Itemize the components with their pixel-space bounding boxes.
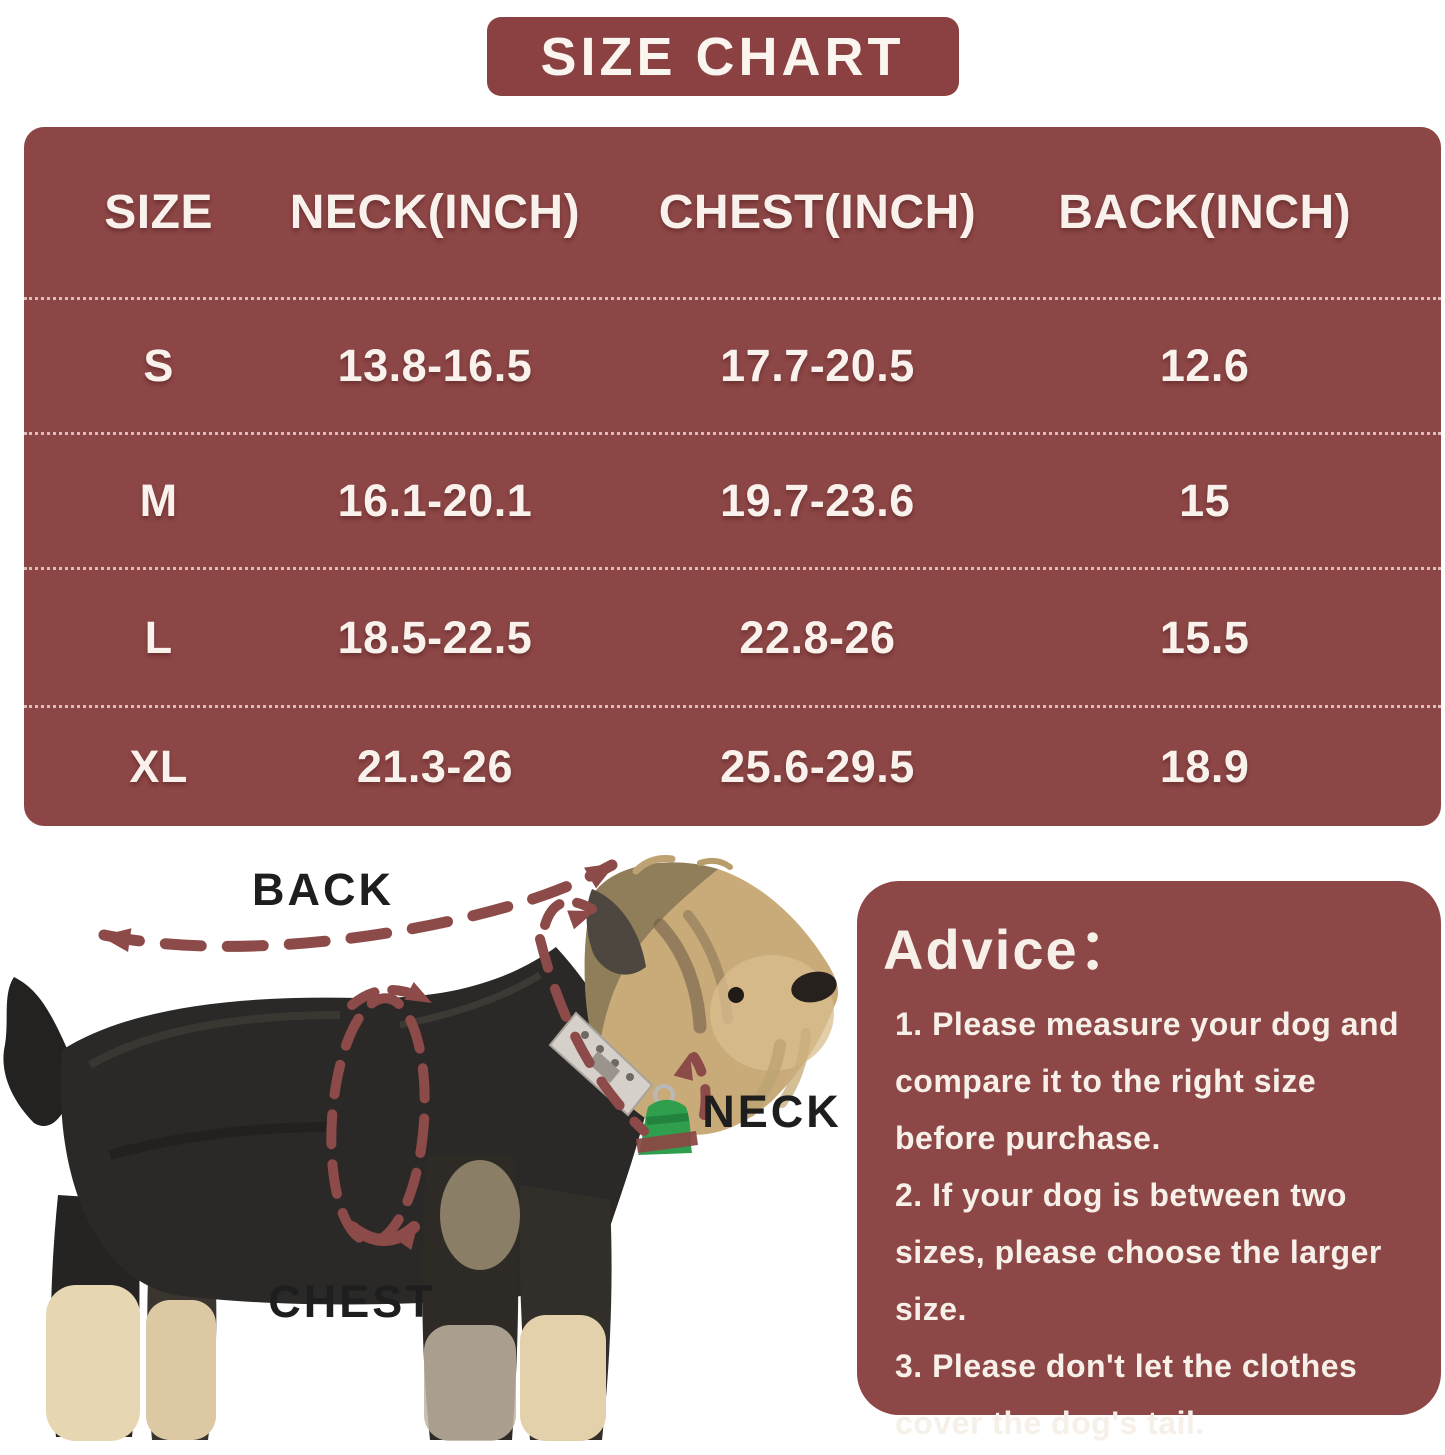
back-label: BACK: [252, 864, 394, 915]
size-cell: M: [139, 475, 178, 526]
neck-cell: 13.8-16.5: [337, 340, 533, 391]
arrowheads: [100, 863, 693, 1251]
col-header-size: SIZE: [104, 185, 213, 239]
neck-measure-arc-top: [540, 896, 597, 930]
dog-head: [584, 855, 839, 1135]
neck-measure-arc-left: [535, 934, 649, 1136]
chest-cell: 19.7-23.6: [720, 475, 915, 526]
back-measure-arrow: [98, 859, 618, 952]
dog-rear-paw-far: [146, 1300, 216, 1440]
col-header-back: BACK(INCH): [1058, 185, 1352, 239]
dog-ear: [586, 889, 646, 975]
face-streak: [653, 918, 707, 1034]
fur-highlight: [399, 972, 542, 1029]
table-row: M 16.1-20.1 19.7-23.6 15: [24, 432, 1441, 567]
col-header-neck: NECK(INCH): [289, 185, 581, 239]
chest-measure-loop: [326, 993, 430, 1247]
fur-highlight: [87, 1011, 341, 1069]
col-header-chest: CHEST(INCH): [658, 185, 977, 239]
neck-cell: 21.3-26: [356, 741, 513, 792]
size-chart-table: SIZE NECK(INCH) CHEST(INCH) BACK(INCH) S…: [24, 127, 1441, 826]
table-row: XL 21.3-26 25.6-29.5 18.9: [24, 705, 1441, 826]
advice-title: Advice：: [883, 918, 1137, 981]
back-cell: 15: [1179, 475, 1231, 526]
dog-front-paw-near: [424, 1325, 516, 1441]
chest-cell: 17.7-20.5: [720, 340, 915, 391]
neck-arrowhead-up: [673, 1053, 693, 1081]
neck-arrowhead-top: [567, 910, 595, 930]
chest-cell: 22.8-26: [739, 611, 896, 663]
chest-label: CHEST: [268, 1276, 436, 1327]
size-cell: S: [143, 340, 174, 391]
dog-tail: [3, 977, 71, 1127]
table-header-row: SIZE NECK(INCH) CHEST(INCH) BACK(INCH): [24, 127, 1441, 297]
neck-cell: 18.5-22.5: [337, 611, 533, 663]
size-cell: L: [144, 611, 173, 663]
collar-buckle: [588, 1051, 620, 1083]
back-cell: 18.9: [1159, 741, 1250, 792]
page-title: SIZE CHART: [540, 26, 905, 87]
back-arrowhead-left: [100, 928, 132, 953]
beard-strand: [777, 1028, 811, 1108]
back-cell: 15.5: [1159, 611, 1250, 663]
beard-strand: [744, 1039, 786, 1117]
back-cell: 12.6: [1159, 340, 1250, 391]
chest-cell: 25.6-29.5: [720, 741, 915, 792]
back-arrowhead-right: [584, 863, 616, 889]
dog-eye: [728, 987, 744, 1003]
neck-measure-arc-right: [689, 1052, 711, 1120]
neck-label: NECK: [702, 1086, 842, 1137]
fur-shadow: [108, 1122, 331, 1160]
size-chart-title-badge: SIZE CHART: [486, 17, 959, 96]
dog-front-paw-far: [520, 1315, 606, 1441]
dog-measurement-figure: BACK NECK CHEST: [3, 855, 842, 1441]
topknot-fur: [632, 855, 676, 875]
dog-rear-paw-near: [46, 1285, 140, 1441]
topknot-fur: [697, 857, 733, 870]
neck-cell: 16.1-20.1: [337, 475, 533, 526]
chest-arrowhead-top: [404, 981, 432, 1003]
table-row: L 18.5-22.5 22.8-26 15.5: [24, 567, 1441, 705]
dog-id-tag: [636, 1084, 698, 1155]
size-cell: XL: [129, 741, 188, 792]
chest-fur-patch: [440, 1160, 520, 1270]
dog-nose: [791, 971, 837, 1003]
advice-item: 1. Please measure your dog and compare i…: [895, 1006, 1400, 1156]
advice-panel: Advice： 1. Please measure your dog and c…: [857, 881, 1441, 1441]
dog-photo: [3, 855, 839, 1441]
advice-item: 2. If your dog is between two sizes, ple…: [895, 1177, 1382, 1327]
table-row: S 13.8-16.5 17.7-20.5 12.6: [24, 297, 1441, 432]
advice-item: 3. Please don't let the clothes cover th…: [895, 1348, 1358, 1441]
chest-arrowhead-bottom: [394, 1223, 418, 1251]
